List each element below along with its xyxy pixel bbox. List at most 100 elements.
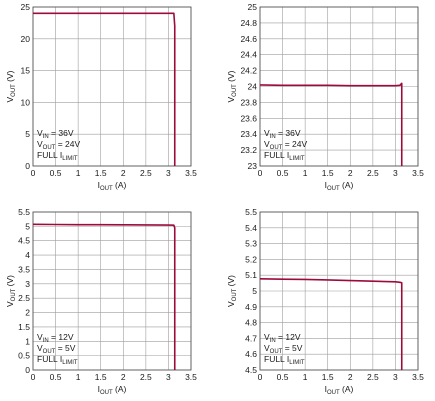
x-tick-label: 3 — [166, 372, 171, 382]
x-axis-label: IOUT (A) — [325, 180, 354, 192]
condition-annotation: VIN = 36V — [37, 128, 74, 140]
series-line — [32, 223, 176, 370]
x-tick-label: 0.5 — [277, 168, 289, 178]
x-tick-label: 0 — [258, 372, 263, 382]
x-tick-label: 2 — [348, 372, 353, 382]
x-tick-label: 0.5 — [50, 372, 62, 382]
condition-annotation: VOUT = 24V — [264, 139, 307, 151]
y-tick-label: 5.5 — [18, 207, 30, 217]
x-axis-label: IOUT (A) — [98, 384, 127, 396]
y-tick-label: 24.4 — [240, 50, 257, 60]
y-tick-label: 23.2 — [240, 145, 257, 155]
y-tick-label: 23.8 — [240, 97, 257, 107]
x-tick-label: 3 — [393, 168, 398, 178]
y-tick-label: 1 — [25, 336, 30, 346]
y-tick-label: 5.1 — [245, 270, 257, 280]
condition-annotation: FULL ILIMIT — [264, 150, 305, 162]
x-tick-label: 3.5 — [412, 168, 424, 178]
condition-annotation: VIN = 36V — [264, 128, 301, 140]
x-tick-label: 2.5 — [140, 168, 152, 178]
plot-frame — [32, 211, 192, 371]
x-tick-label: 1.5 — [322, 168, 334, 178]
series-line — [259, 82, 403, 166]
x-tick-label: 0 — [258, 168, 263, 178]
y-axis-label: VOUT (V) — [226, 70, 238, 102]
x-tick-label: 0 — [31, 372, 36, 382]
x-tick-label: 1 — [76, 372, 81, 382]
x-tick-label: 3.5 — [412, 372, 424, 382]
condition-annotation: VOUT = 5V — [37, 343, 76, 355]
x-tick-label: 2 — [121, 168, 126, 178]
x-tick-label: 2.5 — [140, 372, 152, 382]
x-tick-label: 1 — [76, 168, 81, 178]
y-tick-label: 4.8 — [245, 318, 257, 328]
y-tick-label: 20 — [21, 34, 31, 44]
plot-frame — [259, 211, 419, 371]
condition-annotation: FULL ILIMIT — [37, 150, 78, 162]
y-tick-label: 24.8 — [240, 18, 257, 28]
y-axis-label: VOUT (V) — [226, 275, 238, 307]
condition-annotation: VOUT = 24V — [37, 139, 80, 151]
y-tick-label: 4.5 — [245, 365, 257, 375]
x-tick-label: 1.5 — [95, 168, 107, 178]
x-tick-label: 2 — [121, 372, 126, 382]
y-tick-label: 24.2 — [240, 66, 257, 76]
plot-frame — [259, 6, 419, 167]
y-tick-label: 0 — [25, 365, 30, 375]
y-tick-label: 5.5 — [245, 207, 257, 217]
condition-annotation: VOUT = 5V — [264, 343, 303, 355]
x-tick-label: 2.5 — [367, 372, 379, 382]
y-tick-label: 15 — [21, 66, 31, 76]
y-tick-label: 10 — [21, 97, 31, 107]
y-tick-label: 25 — [21, 2, 31, 12]
y-tick-label: 4.6 — [245, 349, 257, 359]
x-axis-label: IOUT (A) — [98, 180, 127, 192]
y-tick-label: 5.4 — [245, 223, 257, 233]
y-tick-label: 2 — [25, 308, 30, 318]
y-tick-label: 4.9 — [245, 302, 257, 312]
y-tick-label: 5 — [252, 286, 257, 296]
chart-panel-1: 0 5 10 15 20 25 0 0.5 1 1.5 2 2.5 3 3.5 IOUT (A) VOUT (… — [5, 2, 197, 192]
x-tick-label: 1 — [303, 372, 308, 382]
condition-annotation: VIN = 12V — [264, 332, 301, 344]
y-tick-label: 0.5 — [18, 351, 30, 361]
y-tick-label: 5 — [25, 129, 30, 139]
y-tick-label: 5 — [25, 221, 30, 231]
y-tick-label: 23.4 — [240, 129, 257, 139]
y-axis-label: VOUT (V) — [5, 275, 17, 307]
y-tick-label: 4.7 — [245, 333, 257, 343]
x-tick-label: 2.5 — [367, 168, 379, 178]
condition-annotation: FULL ILIMIT — [264, 354, 305, 366]
x-tick-label: 1.5 — [95, 372, 107, 382]
y-tick-label: 2.5 — [18, 293, 30, 303]
y-tick-label: 4 — [25, 250, 30, 260]
chart-panel-4: 4.5 4.6 4.7 4.8 4.9 5 5.1 5.2 5.3 5.4 5.5 0 0.5 1 1.5 2… — [226, 207, 424, 396]
chart-panel-3: 0 0.5 1 1.5 2 2.5 3 3.5 4 4.5 5 5.5 0 0.5 1 1.5 2 2.5 3 3.5… — [5, 207, 197, 396]
y-tick-label: 23.6 — [240, 113, 257, 123]
y-tick-label: 3.5 — [18, 264, 30, 274]
series-line — [33, 12, 176, 166]
y-tick-label: 3 — [25, 279, 30, 289]
y-tick-label: 25 — [248, 2, 258, 12]
x-axis-label: IOUT (A) — [325, 384, 354, 396]
y-tick-label: 23 — [248, 161, 258, 171]
x-tick-label: 2 — [348, 168, 353, 178]
series-line — [259, 278, 403, 370]
y-axis-label: VOUT (V) — [5, 70, 17, 102]
x-tick-label: 3.5 — [185, 372, 197, 382]
x-tick-label: 3 — [166, 168, 171, 178]
y-tick-label: 1.5 — [18, 322, 30, 332]
x-tick-label: 3 — [393, 372, 398, 382]
y-tick-label: 5.2 — [245, 254, 257, 264]
y-tick-label: 24.6 — [240, 34, 257, 44]
x-tick-label: 0 — [31, 168, 36, 178]
y-tick-label: 4.5 — [18, 236, 30, 246]
y-tick-label: 24 — [248, 82, 258, 92]
x-tick-label: 0.5 — [277, 372, 289, 382]
x-tick-label: 1 — [303, 168, 308, 178]
x-tick-label: 3.5 — [185, 168, 197, 178]
condition-annotation: FULL ILIMIT — [37, 354, 78, 366]
y-tick-label: 5.3 — [245, 239, 257, 249]
condition-annotation: VIN = 12V — [37, 332, 74, 344]
